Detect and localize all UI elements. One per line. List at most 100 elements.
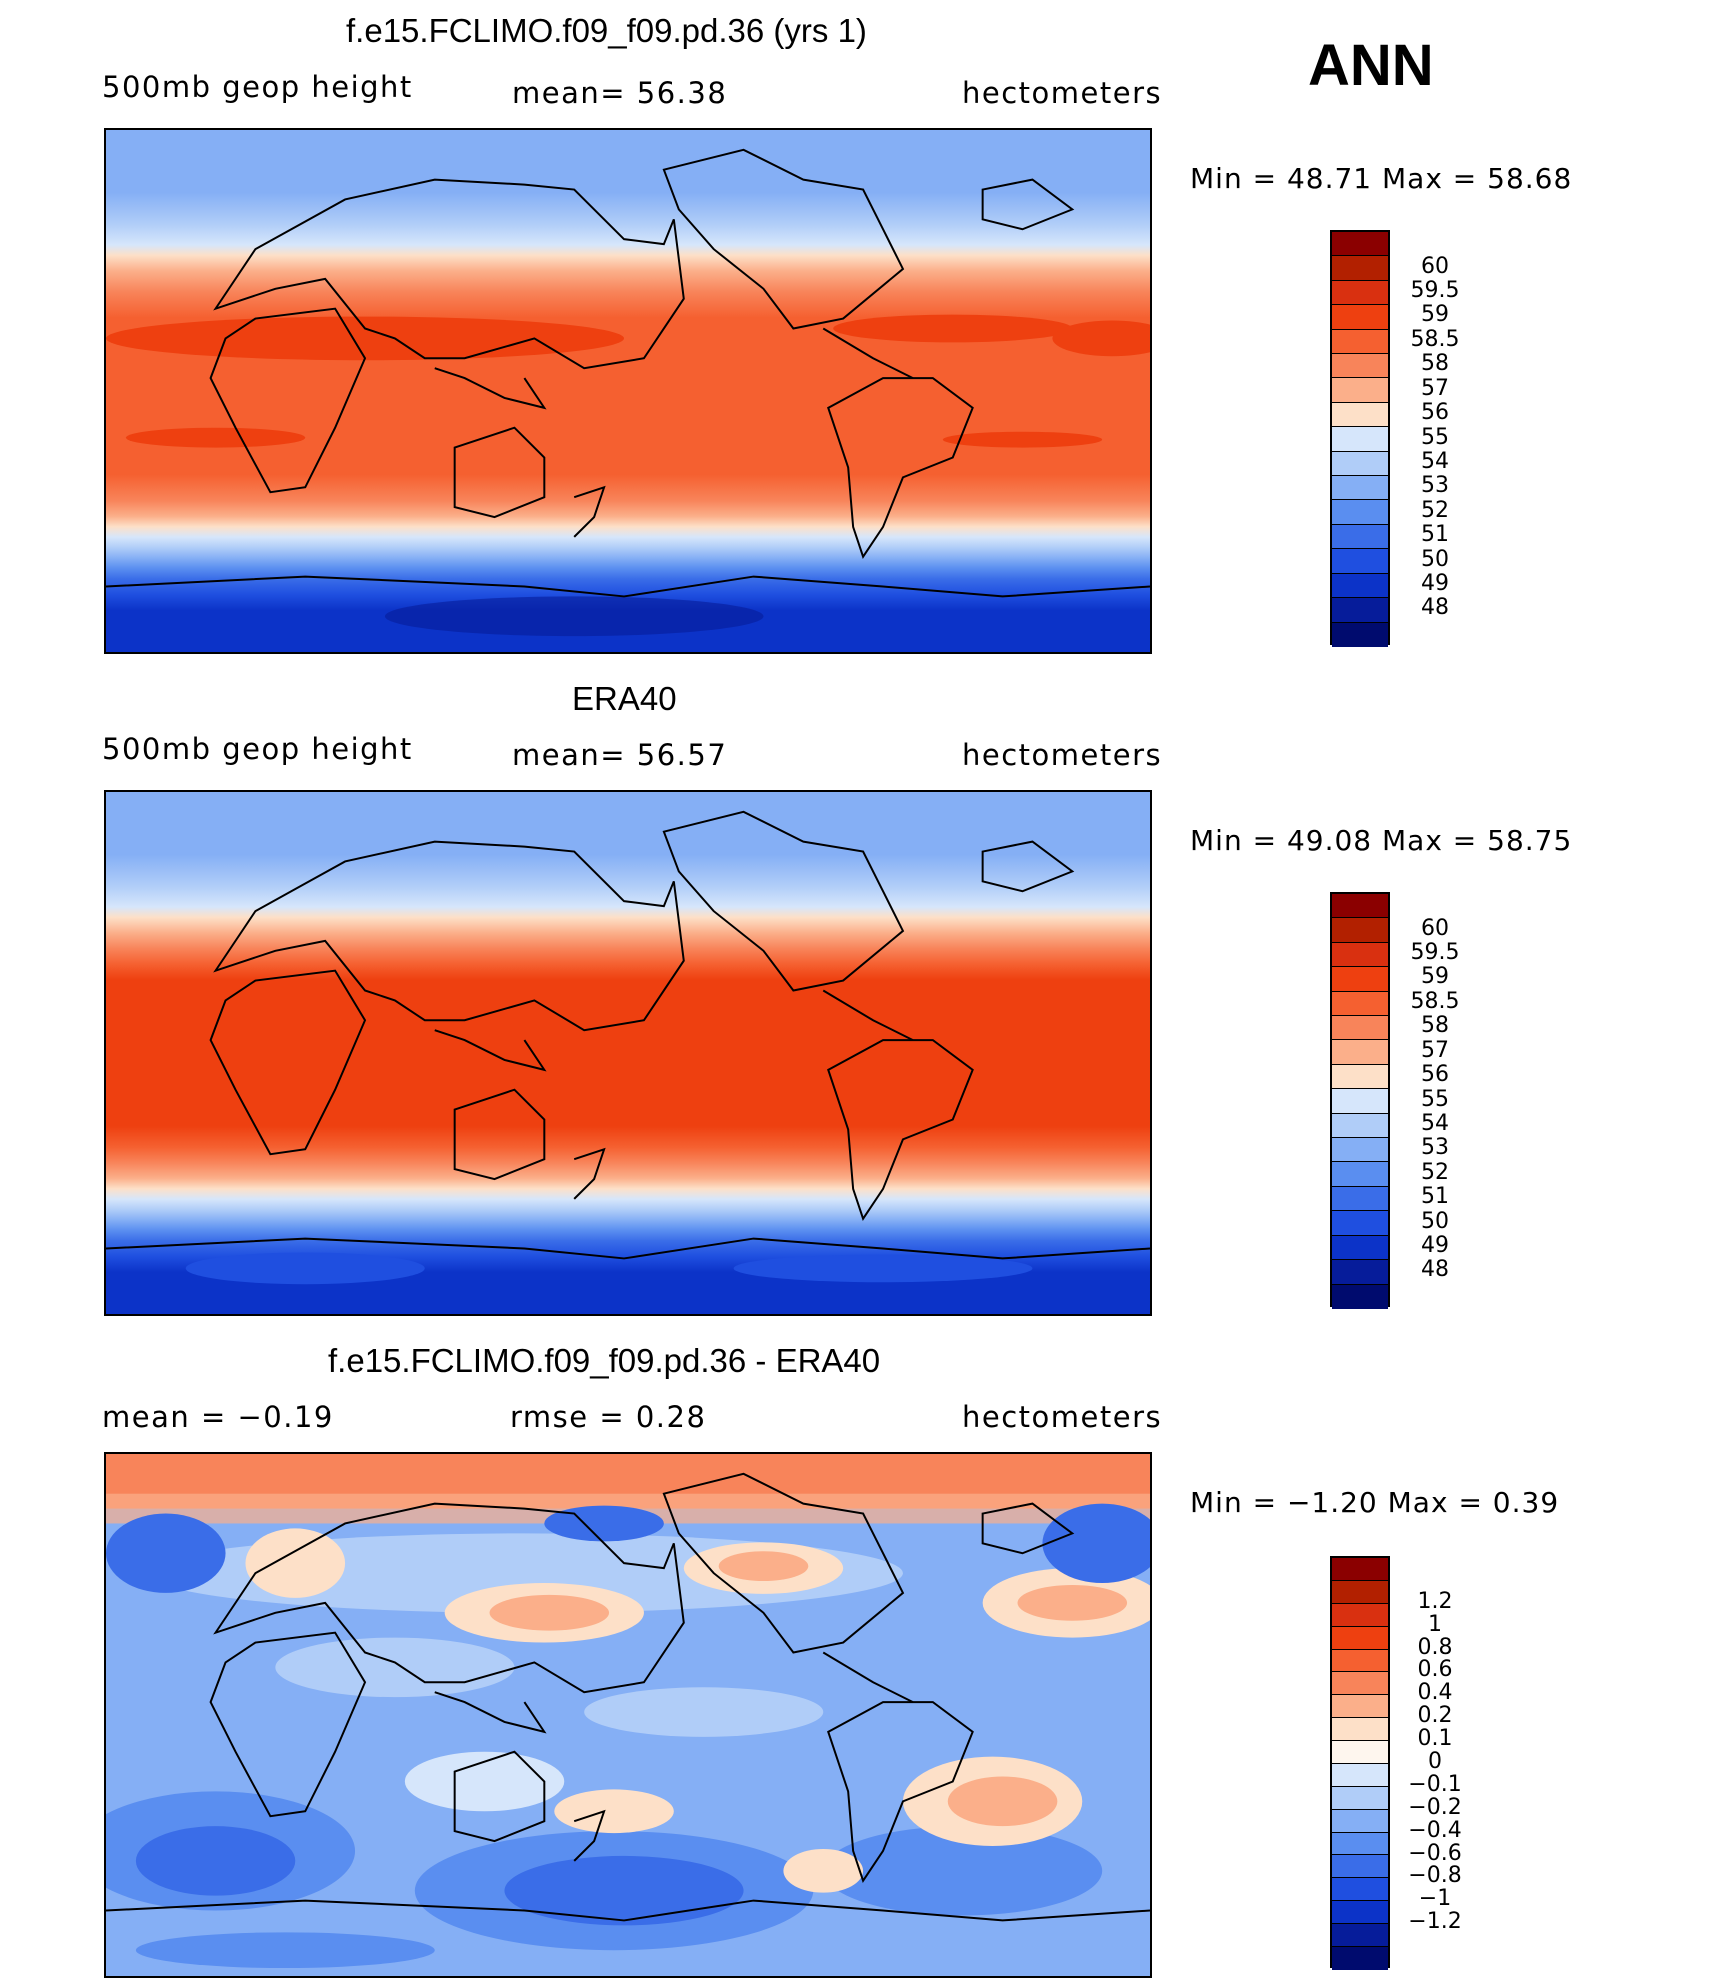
colorbar-label: 0.4 [1417,1680,1453,1706]
colorbar-label: 54 [1421,1110,1449,1136]
colorbar-box [1332,1649,1388,1673]
panel-2-left-label: 500mb geop height [102,732,413,766]
panel-3-map [104,1452,1152,1978]
panel-3-map-field [106,1454,1150,1976]
colorbar-label: 60 [1421,253,1449,279]
colorbar-box [1332,1901,1388,1924]
panel-1-colorbar [1330,230,1390,647]
panel-3-mean: mean = −0.19 [102,1400,334,1434]
colorbar-box [1332,1016,1388,1041]
colorbar-box [1332,524,1388,550]
colorbar-box [1332,991,1388,1017]
colorbar-box [1332,402,1388,428]
colorbar-label: 1 [1428,1611,1442,1637]
colorbar-box [1332,1878,1388,1902]
colorbar-box [1332,451,1388,477]
colorbar-box [1332,1946,1388,1970]
panel-1-minmax: Min = 48.71 Max = 58.68 [1190,162,1573,195]
colorbar-box [1332,573,1388,599]
colorbar-label: −0.8 [1408,1863,1462,1889]
colorbar-label: −1 [1418,1886,1452,1912]
colorbar-label: 58 [1421,351,1449,377]
colorbar-label: 55 [1421,424,1449,450]
colorbar-box [1332,1763,1388,1787]
colorbar-label: 59 [1421,964,1449,990]
colorbar-box [1332,378,1388,403]
panel-1-units: hectometers [962,76,1163,110]
colorbar-box [1332,967,1388,992]
colorbar-label: 59.5 [1410,940,1460,966]
colorbar-label: 59.5 [1410,278,1460,304]
panel-3-minmax: Min = −1.20 Max = 0.39 [1190,1486,1560,1519]
colorbar-label: 51 [1421,1184,1449,1210]
colorbar-box [1332,1186,1388,1212]
colorbar-label: 58.5 [1410,326,1460,352]
colorbar-label: −1.2 [1408,1909,1462,1935]
panel-3-colorbar [1330,1556,1390,1970]
colorbar-label: 0.8 [1417,1634,1453,1660]
colorbar-label: 52 [1421,1159,1449,1185]
panel-3-units: hectometers [962,1400,1163,1434]
colorbar-box [1332,500,1388,525]
colorbar-box [1332,1809,1388,1833]
colorbar-box [1332,1924,1388,1947]
colorbar-label: 50 [1421,1208,1449,1234]
panel-3-title: f.e15.FCLIMO.f09_f09.pd.36 - ERA40 [328,1342,881,1379]
colorbar-label: 1.2 [1417,1588,1453,1614]
colorbar-box [1332,1718,1388,1741]
colorbar-label: 58 [1421,1013,1449,1039]
panel-2-mean: mean= 56.57 [512,738,728,772]
panel-2-title: ERA40 [572,680,677,717]
colorbar-label: 56 [1421,1062,1449,1088]
colorbar-box [1332,1855,1388,1879]
colorbar-box [1332,598,1388,623]
colorbar-box [1332,1558,1388,1581]
colorbar-label: 58.5 [1410,988,1460,1014]
colorbar-box [1332,942,1388,968]
colorbar-label: 53 [1421,1135,1449,1161]
colorbar-box [1332,280,1388,306]
panel-1-map-field [106,130,1150,652]
panel-2-map-field [106,792,1150,1314]
season-label: ANN [1308,33,1434,98]
colorbar-label: 60 [1421,915,1449,941]
colorbar-label: 55 [1421,1086,1449,1112]
colorbar-label: 52 [1421,497,1449,523]
panel-2-units: hectometers [962,738,1163,772]
colorbar-box [1332,1741,1388,1764]
colorbar-box [1332,476,1388,501]
panel-3-rmse: rmse = 0.28 [510,1400,707,1434]
colorbar-label: 56 [1421,400,1449,426]
colorbar-box [1332,1603,1388,1627]
colorbar-label: 0 [1428,1749,1442,1774]
colorbar-label: 51 [1421,522,1449,548]
panel-2-colorbar [1330,892,1390,1309]
panel-2-minmax: Min = 49.08 Max = 58.75 [1190,824,1573,857]
colorbar-box [1332,1089,1388,1114]
colorbar-box [1332,1580,1388,1604]
panel-1-left-label: 500mb geop height [102,70,413,104]
colorbar-label: 49 [1421,570,1449,596]
colorbar-box [1332,1064,1388,1090]
colorbar-box [1332,1235,1388,1261]
colorbar-box [1332,1672,1388,1696]
colorbar-box [1332,1832,1388,1856]
colorbar-box [1332,1786,1388,1810]
colorbar-box [1332,427,1388,452]
panel-1-map [104,128,1152,654]
colorbar-label: 57 [1421,1037,1449,1063]
colorbar-label: 50 [1421,546,1449,572]
colorbar-box [1332,354,1388,379]
colorbar-label: 53 [1421,473,1449,499]
colorbar-box [1332,1138,1388,1163]
colorbar-label: −0.1 [1408,1771,1462,1797]
colorbar-box [1332,1284,1388,1309]
colorbar-box [1332,1113,1388,1139]
colorbar-label: 57 [1421,375,1449,401]
colorbar-box [1332,1695,1388,1719]
colorbar-label: 59 [1421,302,1449,328]
colorbar-box [1332,232,1388,257]
colorbar-box [1332,1040,1388,1065]
colorbar-label: 54 [1421,448,1449,474]
colorbar-label: 48 [1421,595,1449,621]
